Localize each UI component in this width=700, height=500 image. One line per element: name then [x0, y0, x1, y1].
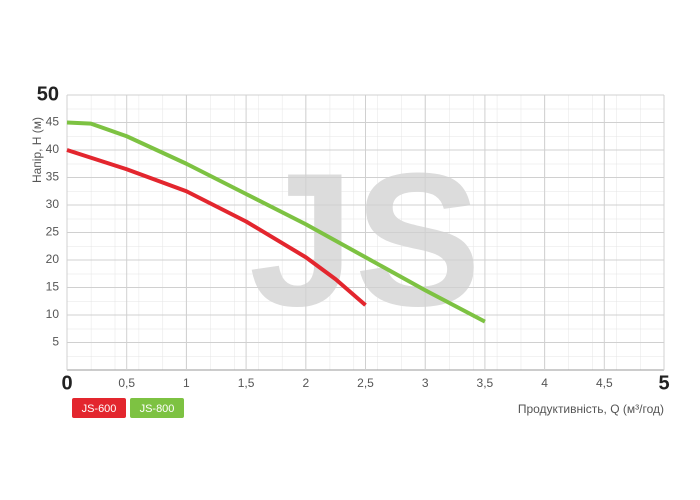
legend-swatch: [72, 398, 126, 418]
x-tick-label: 5: [658, 372, 669, 394]
legend-label: JS-800: [140, 403, 175, 415]
y-tick-label: 45: [46, 115, 60, 129]
y-tick-label: 50: [37, 83, 59, 105]
x-tick-label: 1: [183, 376, 190, 390]
legend-swatch: [130, 398, 184, 418]
y-tick-label: 20: [46, 252, 60, 266]
y-tick-label: 35: [46, 170, 60, 184]
y-tick-label: 30: [46, 197, 60, 211]
x-tick-label: 4: [541, 376, 548, 390]
x-tick-label: 0: [61, 372, 72, 394]
y-tick-label: 10: [46, 307, 60, 321]
x-axis-title: Продуктивність, Q (м³/год): [518, 402, 664, 416]
x-tick-label: 2: [302, 376, 309, 390]
y-tick-label: 40: [46, 142, 60, 156]
x-tick-label: 0,5: [118, 376, 135, 390]
x-tick-label: 2,5: [357, 376, 374, 390]
x-tick-label: 4,5: [596, 376, 613, 390]
y-tick-label: 5: [52, 335, 59, 349]
y-tick-label: 25: [46, 225, 60, 239]
line-series: [66, 120, 486, 324]
y-axis-title: Напір, H (м): [30, 117, 44, 183]
y-tick-label: 15: [46, 280, 60, 294]
x-tick-label: 3,5: [477, 376, 494, 390]
legend-label: JS-600: [82, 403, 117, 415]
x-tick-label: 1,5: [238, 376, 255, 390]
x-tick-label: 3: [422, 376, 429, 390]
line-series: [66, 148, 367, 307]
